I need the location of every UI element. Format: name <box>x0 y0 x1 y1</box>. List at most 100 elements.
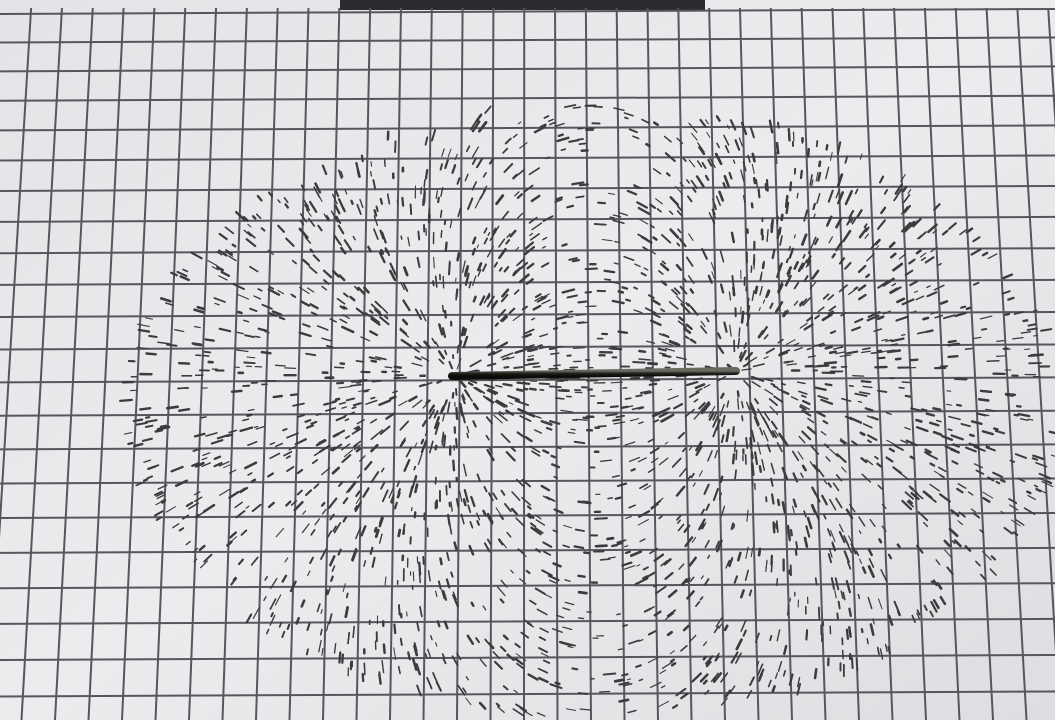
filing <box>460 326 465 337</box>
filing <box>383 315 389 320</box>
filing <box>770 493 775 505</box>
filing <box>842 229 852 243</box>
filing <box>762 260 765 268</box>
filing <box>309 303 319 310</box>
filing <box>523 184 534 193</box>
filing <box>285 500 292 507</box>
filing <box>392 268 398 278</box>
filing <box>495 384 503 388</box>
filing <box>666 609 676 617</box>
filing <box>463 489 469 503</box>
filing <box>305 648 309 656</box>
filing <box>825 166 830 180</box>
filing <box>505 239 511 245</box>
filing <box>908 499 914 505</box>
filing <box>904 426 911 431</box>
filing <box>512 267 522 277</box>
grid-line-horizontal <box>0 477 1055 485</box>
filing <box>675 356 687 361</box>
filing <box>567 310 574 313</box>
filing <box>579 183 589 187</box>
filing <box>465 145 471 153</box>
grid-line-horizontal <box>0 215 1055 223</box>
filing <box>940 300 949 305</box>
filing <box>535 519 546 526</box>
filing <box>148 334 158 339</box>
filing <box>865 459 874 466</box>
filing <box>664 441 669 445</box>
filing <box>734 469 737 480</box>
filing <box>338 386 352 389</box>
filing <box>132 418 144 423</box>
filing <box>618 698 630 703</box>
filing <box>470 313 475 322</box>
filing <box>729 324 732 337</box>
filing <box>502 543 507 549</box>
filing <box>609 436 620 440</box>
filing <box>487 388 498 395</box>
filing <box>505 409 515 416</box>
filing <box>1026 327 1038 331</box>
filing <box>779 435 783 440</box>
filing <box>337 548 342 556</box>
filing <box>838 531 846 544</box>
filing <box>736 390 740 398</box>
filing <box>339 318 348 324</box>
filing <box>364 312 371 318</box>
filing <box>560 409 574 413</box>
filing <box>948 222 957 230</box>
filing <box>520 631 530 639</box>
filing <box>165 302 175 307</box>
filing <box>294 438 307 446</box>
filing <box>836 173 844 187</box>
filing <box>637 519 649 526</box>
filing <box>636 201 649 209</box>
filing <box>332 525 337 532</box>
filing <box>561 243 568 247</box>
filing <box>639 538 646 543</box>
filing <box>334 397 341 401</box>
filing <box>597 201 607 205</box>
filing <box>628 639 640 645</box>
filing <box>685 577 691 584</box>
filing <box>230 577 238 586</box>
filing <box>506 356 515 360</box>
filing <box>937 466 947 473</box>
filing <box>550 352 560 355</box>
filing <box>664 612 675 621</box>
filing <box>725 428 730 443</box>
filing <box>675 186 684 195</box>
filing <box>498 267 503 272</box>
filing <box>515 517 525 527</box>
filing <box>548 497 555 502</box>
filing <box>371 556 376 568</box>
filing <box>530 526 542 536</box>
filing <box>965 306 972 311</box>
filing <box>301 523 310 534</box>
filing <box>476 512 481 521</box>
filing <box>1048 430 1055 435</box>
filing <box>815 410 826 418</box>
filing <box>776 442 783 453</box>
filing <box>1003 348 1011 351</box>
filing <box>708 405 716 418</box>
filing <box>526 622 534 628</box>
filing <box>796 192 799 199</box>
filing <box>244 461 258 470</box>
filing <box>648 382 658 386</box>
filing <box>770 382 776 386</box>
filing <box>776 498 781 507</box>
filing <box>444 241 448 252</box>
filing <box>786 363 798 366</box>
filing <box>848 286 859 295</box>
filing <box>526 514 532 519</box>
filing <box>380 249 384 255</box>
filing <box>193 342 203 347</box>
filing <box>628 128 638 134</box>
filing <box>617 290 624 294</box>
filing <box>389 395 397 401</box>
filing <box>281 630 286 638</box>
filing <box>693 412 701 420</box>
filing <box>898 386 905 390</box>
filing <box>872 618 875 625</box>
